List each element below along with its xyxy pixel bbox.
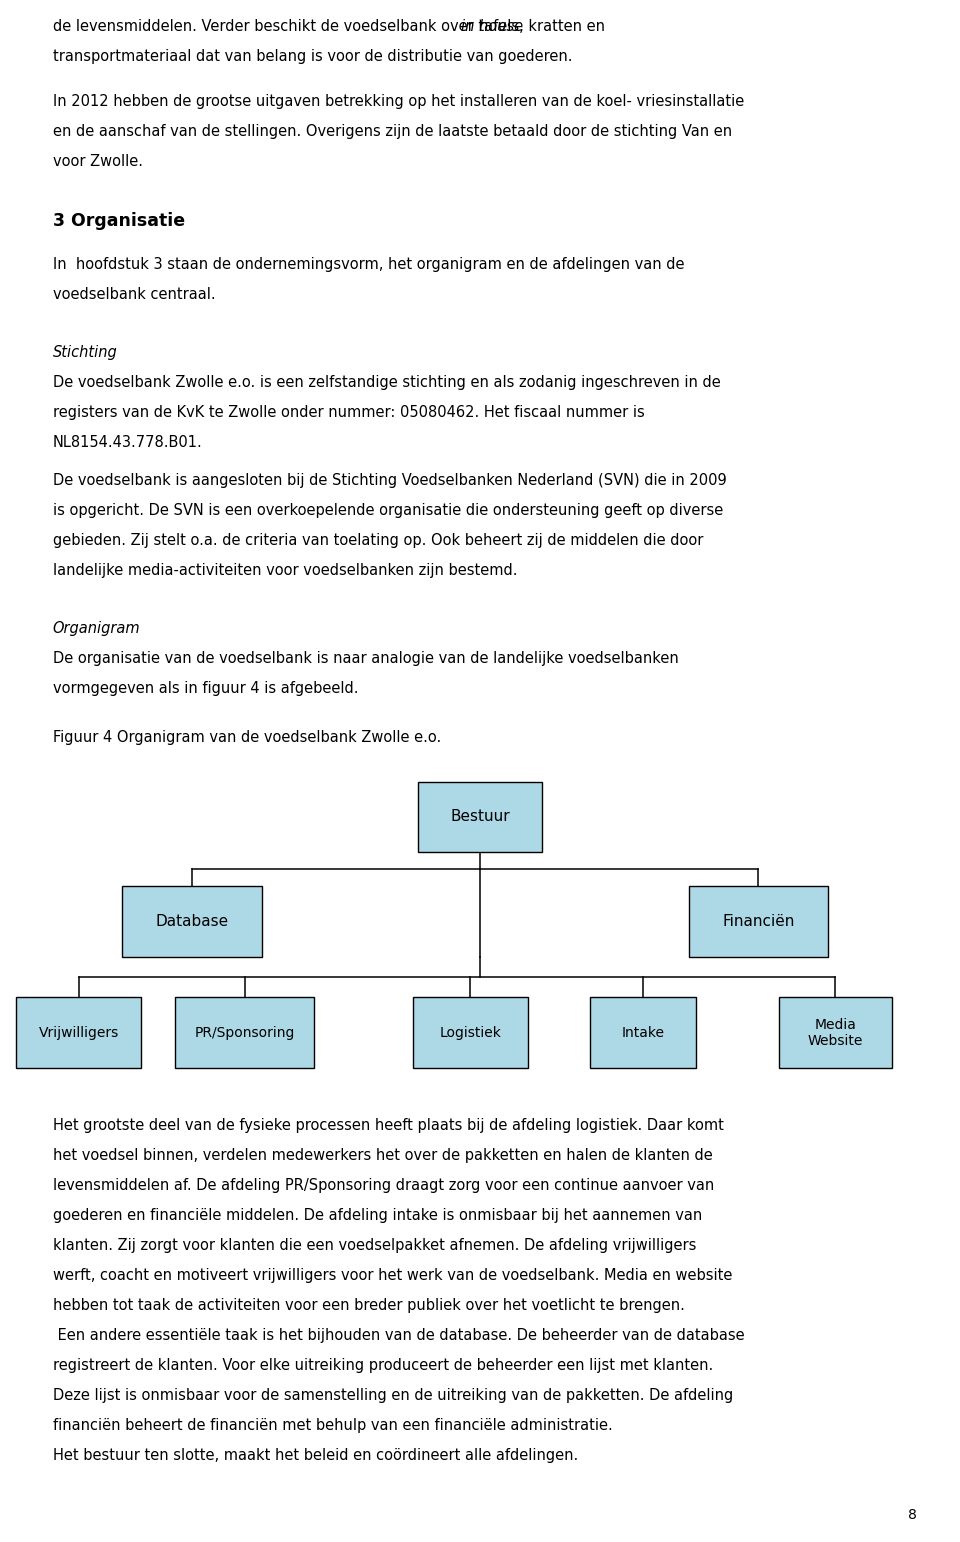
Text: landelijke media-activiteiten voor voedselbanken zijn bestemd.: landelijke media-activiteiten voor voeds…: [53, 563, 517, 578]
Text: voedselbank centraal.: voedselbank centraal.: [53, 287, 215, 302]
Text: hebben tot taak de activiteiten voor een breder publiek over het voetlicht te br: hebben tot taak de activiteiten voor een…: [53, 1298, 684, 1314]
Text: Figuur 4 Organigram van de voedselbank Zwolle e.o.: Figuur 4 Organigram van de voedselbank Z…: [53, 729, 441, 745]
Text: vormgegeven als in figuur 4 is afgebeeld.: vormgegeven als in figuur 4 is afgebeeld…: [53, 682, 358, 697]
Text: Stichting: Stichting: [53, 345, 117, 361]
Text: registers van de KvK te Zwolle onder nummer: 05080462. Het fiscaal nummer is: registers van de KvK te Zwolle onder num…: [53, 406, 644, 421]
FancyBboxPatch shape: [123, 887, 261, 958]
FancyBboxPatch shape: [16, 998, 141, 1069]
Text: Bestuur: Bestuur: [450, 810, 510, 825]
Text: Media
Website: Media Website: [807, 1018, 863, 1049]
Text: werft, coacht en motiveert vrijwilligers voor het werk van de voedselbank. Media: werft, coacht en motiveert vrijwilligers…: [53, 1268, 732, 1283]
Text: Een andere essentiële taak is het bijhouden van de database. De beheerder van de: Een andere essentiële taak is het bijhou…: [53, 1328, 744, 1343]
Text: 8: 8: [908, 1508, 917, 1522]
Text: De voedselbank Zwolle e.o. is een zelfstandige stichting en als zodanig ingeschr: De voedselbank Zwolle e.o. is een zelfst…: [53, 375, 721, 390]
Text: Organigram: Organigram: [53, 621, 140, 637]
Text: en de aanschaf van de stellingen. Overigens zijn de laatste betaald door de stic: en de aanschaf van de stellingen. Overig…: [53, 123, 732, 139]
Text: gebieden. Zij stelt o.a. de criteria van toelating op. Ook beheert zij de middel: gebieden. Zij stelt o.a. de criteria van…: [53, 534, 703, 549]
Text: financiën beheert de financiën met behulp van een financiële administratie.: financiën beheert de financiën met behul…: [53, 1419, 612, 1434]
Text: Financiën: Financiën: [722, 914, 795, 930]
FancyBboxPatch shape: [779, 998, 892, 1069]
Text: het voedsel binnen, verdelen medewerkers het over de pakketten en halen de klant: het voedsel binnen, verdelen medewerkers…: [53, 1147, 712, 1163]
Text: goederen en financiële middelen. De afdeling intake is onmisbaar bij het aanneme: goederen en financiële middelen. De afde…: [53, 1207, 702, 1223]
Text: levensmiddelen af. De afdeling PR/Sponsoring draagt zorg voor een continue aanvo: levensmiddelen af. De afdeling PR/Sponso…: [53, 1178, 714, 1194]
Text: registreert de klanten. Voor elke uitreiking produceert de beheerder een lijst m: registreert de klanten. Voor elke uitrei…: [53, 1359, 713, 1374]
Text: voor Zwolle.: voor Zwolle.: [53, 154, 143, 170]
Text: Logistiek: Logistiek: [440, 1025, 501, 1039]
FancyBboxPatch shape: [175, 998, 315, 1069]
Text: De organisatie van de voedselbank is naar analogie van de landelijke voedselbank: De organisatie van de voedselbank is naa…: [53, 651, 679, 666]
FancyBboxPatch shape: [418, 782, 542, 853]
Text: 3 Organisatie: 3 Organisatie: [53, 211, 185, 230]
Text: Het grootste deel van de fysieke processen heeft plaats bij de afdeling logistie: Het grootste deel van de fysieke process…: [53, 1118, 724, 1133]
Text: Vrijwilligers: Vrijwilligers: [38, 1025, 119, 1039]
Text: Deze lijst is onmisbaar voor de samenstelling en de uitreiking van de pakketten.: Deze lijst is onmisbaar voor de samenste…: [53, 1388, 733, 1403]
Text: In  hoofdstuk 3 staan de ondernemingsvorm, het organigram en de afdelingen van d: In hoofdstuk 3 staan de ondernemingsvorm…: [53, 258, 684, 273]
Text: NL8154.43.778.B01.: NL8154.43.778.B01.: [53, 435, 203, 450]
Text: in house: in house: [461, 19, 523, 34]
Text: Database: Database: [156, 914, 228, 930]
Text: de levensmiddelen. Verder beschikt de voedselbank over tafels, kratten en: de levensmiddelen. Verder beschikt de vo…: [53, 19, 610, 34]
Text: De voedselbank is aangesloten bij de Stichting Voedselbanken Nederland (SVN) die: De voedselbank is aangesloten bij de Sti…: [53, 473, 727, 489]
FancyBboxPatch shape: [413, 998, 528, 1069]
Text: PR/Sponsoring: PR/Sponsoring: [195, 1025, 295, 1039]
Text: is opgericht. De SVN is een overkoepelende organisatie die ondersteuning geeft o: is opgericht. De SVN is een overkoepelen…: [53, 503, 723, 518]
Text: Intake: Intake: [622, 1025, 664, 1039]
Text: Het bestuur ten slotte, maakt het beleid en coördineert alle afdelingen.: Het bestuur ten slotte, maakt het beleid…: [53, 1448, 578, 1463]
FancyBboxPatch shape: [689, 887, 828, 958]
FancyBboxPatch shape: [590, 998, 696, 1069]
Text: klanten. Zij zorgt voor klanten die een voedselpakket afnemen. De afdeling vrijw: klanten. Zij zorgt voor klanten die een …: [53, 1238, 696, 1254]
Text: In 2012 hebben de grootse uitgaven betrekking op het installeren van de koel- vr: In 2012 hebben de grootse uitgaven betre…: [53, 94, 744, 109]
Text: transportmateriaal dat van belang is voor de distributie van goederen.: transportmateriaal dat van belang is voo…: [53, 48, 572, 63]
